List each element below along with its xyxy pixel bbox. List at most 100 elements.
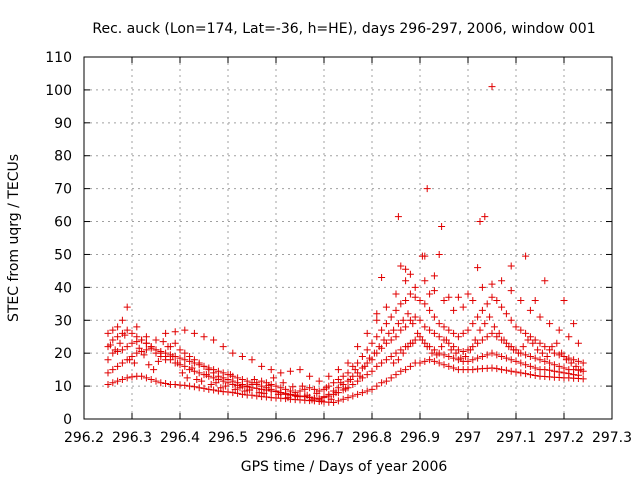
data-point (130, 359, 138, 367)
data-point (430, 287, 438, 295)
data-point (190, 383, 198, 391)
data-point (258, 377, 266, 385)
data-point (440, 323, 448, 331)
data-point (471, 336, 479, 344)
data-point (421, 357, 429, 365)
data-point (303, 391, 311, 399)
data-point (517, 369, 525, 377)
data-point (133, 333, 141, 341)
data-point (354, 343, 362, 351)
data-point (560, 297, 568, 305)
data-point (546, 359, 554, 367)
y-tick-label: 20 (54, 346, 72, 362)
data-point (150, 366, 158, 374)
data-point (306, 384, 314, 392)
data-point (402, 297, 410, 305)
data-point (394, 320, 402, 328)
data-point (363, 346, 371, 354)
data-point (536, 313, 544, 321)
y-tick-label: 40 (54, 280, 72, 296)
x-axis-title: GPS time / Days of year 2006 (241, 459, 448, 475)
data-point (474, 313, 482, 321)
data-point (387, 374, 395, 382)
data-point (416, 316, 424, 324)
data-point (351, 366, 359, 374)
data-point (378, 359, 386, 367)
data-point (498, 352, 506, 360)
data-point (190, 356, 198, 364)
data-point (394, 213, 402, 221)
data-point (445, 326, 453, 334)
data-point (354, 377, 362, 385)
data-point (387, 313, 395, 321)
data-point (397, 262, 405, 270)
data-point (555, 362, 563, 370)
data-point (123, 374, 131, 382)
data-point (522, 351, 530, 359)
data-point (195, 384, 203, 392)
data-point (426, 356, 434, 364)
data-point (433, 351, 441, 359)
data-point (560, 364, 568, 372)
x-tick-label: 297.3 (592, 430, 632, 446)
data-point (147, 343, 155, 351)
data-point (428, 349, 436, 357)
data-point (378, 326, 386, 334)
data-point (526, 362, 534, 370)
data-point (459, 329, 467, 337)
data-point (534, 346, 542, 354)
x-tick-label: 296.3 (112, 430, 152, 446)
data-point (186, 382, 194, 390)
data-point (344, 394, 352, 402)
data-point (442, 336, 450, 344)
data-point (320, 393, 328, 401)
data-point (507, 356, 515, 364)
data-point (522, 361, 530, 369)
data-point (286, 367, 294, 375)
data-point (553, 339, 561, 347)
data-point (387, 336, 395, 344)
data-point (390, 359, 398, 367)
ticks: 296.2 296.3 296.4 296.5 296.6 296.7 296.8 296.9… (45, 50, 632, 446)
data-point (272, 382, 280, 390)
data-point (418, 336, 426, 344)
data-point (138, 372, 146, 380)
data-point (219, 374, 227, 382)
data-point (406, 290, 414, 298)
data-point (373, 382, 381, 390)
data-point (212, 379, 220, 387)
data-point (145, 361, 153, 369)
data-point (522, 370, 530, 378)
x-tick-label: 296.9 (400, 430, 440, 446)
data-point (135, 344, 143, 352)
data-point (481, 213, 489, 221)
data-point (558, 349, 566, 357)
data-point (162, 379, 170, 387)
data-point (114, 377, 122, 385)
y-tick-label: 10 (54, 379, 72, 395)
data-point (294, 393, 302, 401)
data-point (265, 381, 273, 389)
data-point (344, 359, 352, 367)
data-point (231, 385, 239, 393)
data-point (188, 364, 196, 372)
data-point (349, 380, 357, 388)
data-point (322, 384, 330, 392)
data-point (375, 343, 383, 351)
data-point (546, 320, 554, 328)
data-point (118, 316, 126, 324)
data-point (217, 384, 225, 392)
data-point (349, 392, 357, 400)
x-tick-label: 296.2 (64, 430, 104, 446)
data-point (308, 396, 316, 404)
data-point (399, 349, 407, 357)
data-point (459, 303, 467, 311)
data-point (330, 379, 338, 387)
data-points (104, 83, 587, 407)
data-point (382, 303, 390, 311)
data-point (490, 323, 498, 331)
data-point (229, 377, 237, 385)
data-point (411, 313, 419, 321)
data-point (382, 320, 390, 328)
